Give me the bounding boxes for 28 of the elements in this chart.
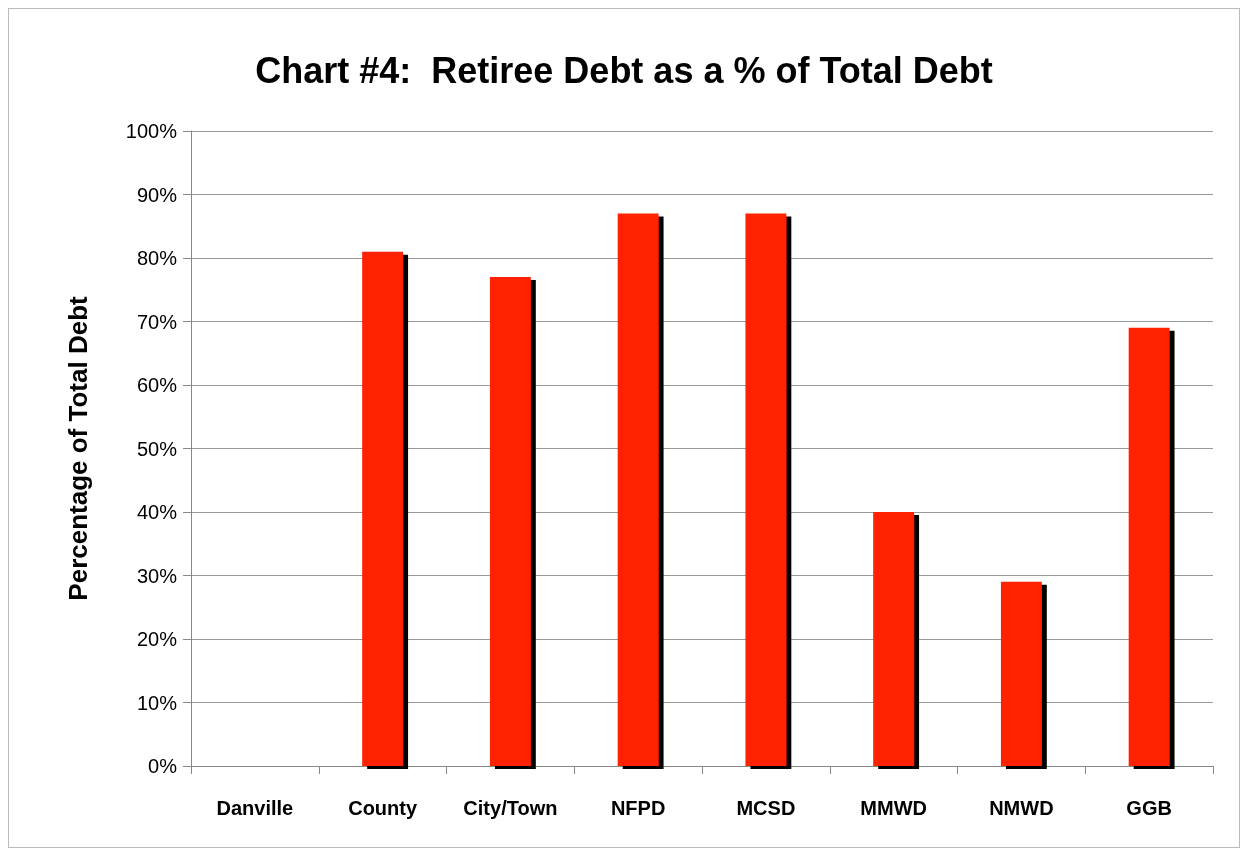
y-tick-label: 100% — [125, 120, 178, 142]
bar — [1128, 327, 1170, 766]
x-tick-label: GGB — [1126, 797, 1172, 819]
y-axis-title: Percentage of Total Debt — [63, 295, 93, 601]
y-tick-label: 60% — [136, 374, 178, 396]
y-tick-label: 30% — [136, 564, 178, 587]
y-tick-label: 50% — [136, 437, 178, 460]
x-tick-label: MCSD — [736, 797, 796, 819]
bar — [362, 251, 404, 766]
y-tick-label: 0% — [148, 755, 178, 777]
y-tick-label: 90% — [136, 183, 178, 206]
x-tick-label: NFPD — [610, 797, 666, 819]
x-tick-label: City/Town — [463, 797, 558, 819]
y-tick-label: 80% — [136, 247, 178, 269]
chart-title: Chart #4: Retiree Debt as a % of Total Debt — [255, 49, 993, 91]
bar — [617, 213, 659, 766]
x-tick-label: NMWD — [989, 797, 1054, 819]
y-tick-label: 40% — [136, 501, 178, 523]
bar — [873, 512, 915, 766]
bar — [745, 213, 787, 766]
x-tick-label: County — [348, 797, 418, 819]
bar — [1000, 581, 1042, 766]
x-tick-label: Danville — [216, 797, 294, 819]
bar — [489, 277, 531, 766]
x-tick-label: MMWD — [860, 797, 927, 819]
y-tick-label: 10% — [136, 691, 178, 714]
y-tick-label: 20% — [136, 628, 178, 650]
y-tick-label: 70% — [136, 310, 178, 333]
